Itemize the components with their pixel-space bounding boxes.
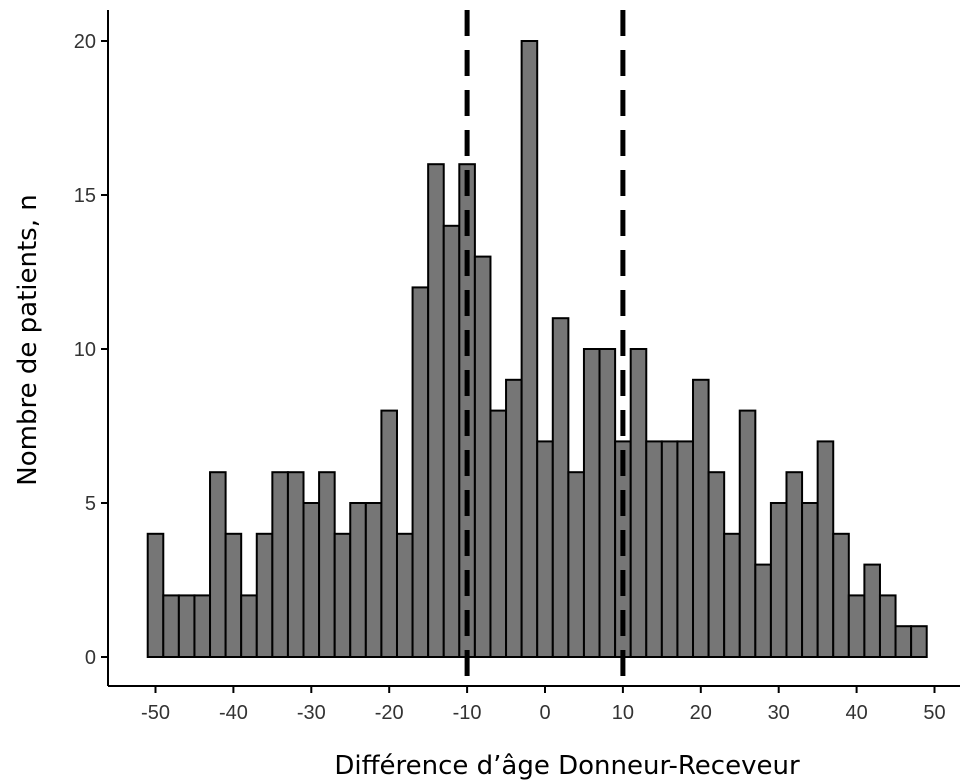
histogram-bar-18 bbox=[427, 163, 445, 658]
x-tick-label-7: 20 bbox=[690, 702, 712, 724]
histogram-bar-12 bbox=[333, 532, 352, 658]
x-tick-label-5: 0 bbox=[539, 702, 550, 724]
x-tick-label-1: -40 bbox=[219, 702, 248, 724]
x-tick-label-8: 30 bbox=[768, 702, 790, 724]
histogram-bar-2 bbox=[177, 594, 196, 659]
histogram-bar-15 bbox=[380, 409, 398, 658]
histogram-bar-9 bbox=[286, 471, 305, 659]
histogram-bar-41 bbox=[785, 471, 804, 659]
histogram-bar-42 bbox=[801, 502, 819, 658]
x-tick-label-6: 10 bbox=[612, 702, 634, 724]
bars-layer bbox=[146, 40, 928, 659]
histogram-bar-44 bbox=[832, 532, 850, 658]
histogram-bar-13 bbox=[349, 502, 367, 658]
histogram-bar-4 bbox=[209, 471, 227, 659]
histogram-bar-49 bbox=[910, 625, 928, 659]
histogram-bar-40 bbox=[769, 502, 788, 658]
histogram-bar-48 bbox=[894, 625, 913, 659]
histogram-bar-3 bbox=[193, 594, 212, 659]
histogram-bar-45 bbox=[847, 594, 866, 659]
y-tick-label-0: 0 bbox=[85, 647, 96, 669]
histogram-bar-28 bbox=[582, 348, 601, 658]
x-tick-label-9: 40 bbox=[845, 702, 867, 724]
histogram-bar-10 bbox=[302, 502, 321, 658]
x-tick-label-3: -20 bbox=[375, 702, 404, 724]
histogram-bar-35 bbox=[692, 378, 710, 658]
x-axis-title: Différence d’âge Donneur-Receveur bbox=[334, 751, 800, 781]
y-axis-title: Nombre de patients, n bbox=[13, 194, 43, 485]
histogram-bar-47 bbox=[878, 594, 897, 659]
histogram-bar-39 bbox=[754, 563, 772, 658]
histogram-bar-1 bbox=[162, 594, 180, 659]
histogram-bar-43 bbox=[816, 440, 835, 658]
y-tick-label-1: 5 bbox=[85, 493, 96, 515]
histogram-bar-24 bbox=[520, 40, 539, 658]
histogram-bar-22 bbox=[489, 409, 508, 658]
histogram-bar-25 bbox=[536, 440, 554, 658]
y-tick-label-2: 10 bbox=[74, 339, 96, 361]
x-tick-label-4: -10 bbox=[453, 702, 482, 724]
histogram-bar-11 bbox=[318, 471, 336, 659]
histogram-bar-29 bbox=[598, 348, 617, 658]
histogram-bar-46 bbox=[863, 563, 881, 658]
histogram-bar-38 bbox=[738, 409, 757, 658]
histogram-bar-16 bbox=[395, 532, 414, 658]
histogram-bar-7 bbox=[255, 532, 274, 658]
histogram-bar-21 bbox=[473, 255, 492, 658]
histogram-bar-23 bbox=[505, 378, 523, 658]
histogram-bar-27 bbox=[567, 471, 585, 659]
ticks-layer: 0 5 10 15 20 -50 -40 -30 -20 -10 0 10 20 30 40 50 bbox=[74, 31, 946, 724]
histogram-bar-5 bbox=[224, 532, 243, 658]
histogram-bar-14 bbox=[364, 502, 383, 658]
histogram-bar-34 bbox=[676, 440, 695, 658]
histogram-bar-37 bbox=[723, 532, 741, 658]
histogram-bar-0 bbox=[146, 532, 165, 658]
x-tick-label-2: -30 bbox=[297, 702, 326, 724]
histogram-bar-17 bbox=[411, 286, 430, 658]
x-tick-label-0: -50 bbox=[141, 702, 170, 724]
histogram-bar-6 bbox=[240, 594, 258, 659]
histogram-bar-19 bbox=[442, 224, 461, 659]
histogram-bar-26 bbox=[551, 317, 570, 658]
x-tick-label-10: 50 bbox=[923, 702, 945, 724]
histogram-bar-36 bbox=[707, 471, 726, 659]
y-tick-label-3: 15 bbox=[74, 185, 96, 207]
histogram-bar-33 bbox=[660, 440, 679, 658]
y-tick-label-4: 20 bbox=[74, 31, 96, 53]
reference-lines-layer bbox=[464, 10, 626, 682]
histogram-bar-32 bbox=[645, 440, 663, 658]
histogram-bar-31 bbox=[629, 348, 648, 658]
histogram-bar-8 bbox=[271, 471, 289, 659]
